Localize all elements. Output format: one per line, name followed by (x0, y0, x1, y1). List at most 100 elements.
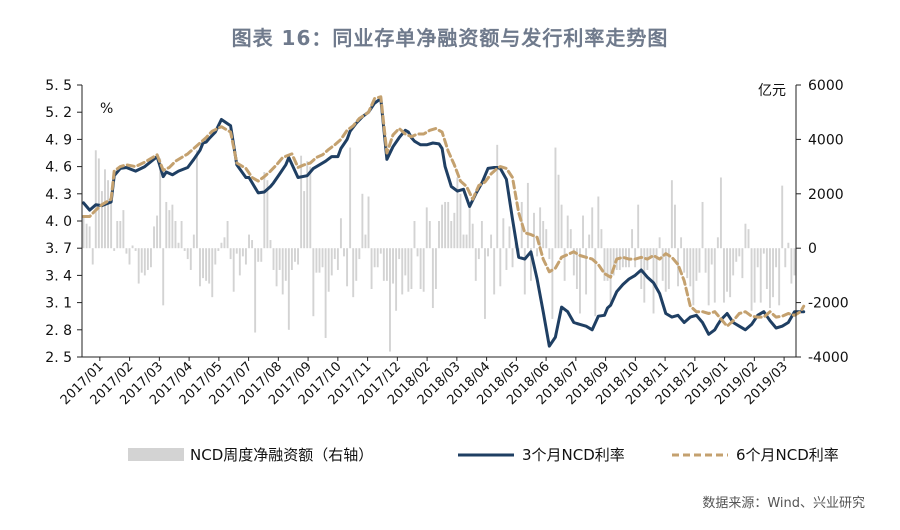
y-right-tick-label: 6000 (808, 78, 844, 94)
bar (572, 248, 575, 276)
bar (385, 248, 388, 281)
bar (324, 248, 327, 338)
bar (269, 240, 272, 249)
bar (165, 201, 168, 249)
bar (670, 180, 673, 249)
bar (290, 248, 293, 270)
y-left-tick-label: 4. 9 (45, 132, 72, 148)
bar (526, 182, 529, 249)
legend-label-bar: NCD周度净融资额（右轴） (190, 446, 373, 464)
y-left-tick-label: 5. 2 (45, 105, 72, 121)
y-left-tick-label: 2. 5 (45, 350, 72, 366)
bar (790, 248, 793, 284)
bar (683, 248, 686, 273)
bar (318, 248, 321, 273)
bar (600, 229, 603, 249)
bar (701, 201, 704, 249)
bar (312, 248, 315, 317)
bar (477, 248, 480, 260)
bar (502, 218, 505, 249)
bar (557, 174, 560, 249)
bar (217, 248, 220, 251)
y-left-tick-label: 5. 5 (45, 78, 72, 94)
bar (661, 248, 664, 281)
bar (349, 147, 352, 249)
bar (713, 248, 716, 303)
bar (674, 204, 676, 249)
bar (315, 248, 318, 273)
bar (551, 248, 554, 319)
bar (143, 248, 146, 276)
bar (251, 240, 254, 249)
bar (707, 248, 710, 306)
bar (153, 226, 155, 249)
bar (257, 248, 260, 262)
bar (370, 248, 373, 289)
bar (480, 221, 483, 249)
bar (468, 201, 471, 249)
bar (373, 248, 376, 268)
bar (122, 210, 125, 249)
bar (404, 248, 407, 276)
bar (401, 248, 404, 295)
bar (456, 177, 459, 249)
bar (183, 248, 186, 251)
bar (769, 248, 771, 309)
bar-series-layer (82, 144, 796, 352)
bar (192, 234, 195, 249)
bar (131, 245, 134, 249)
bar (698, 248, 701, 273)
bar (523, 248, 526, 295)
bar (548, 248, 551, 260)
bar (753, 248, 756, 303)
legend-label-3m: 3个月NCD利率 (522, 446, 625, 464)
bar (229, 248, 232, 260)
bar (793, 248, 796, 276)
bar (686, 248, 689, 279)
bar (202, 248, 204, 279)
bar (294, 248, 296, 262)
bar (778, 248, 781, 306)
bar (232, 248, 235, 292)
bar (260, 248, 263, 262)
bar (361, 193, 364, 249)
bar (459, 193, 462, 249)
bar (309, 166, 312, 249)
bar (655, 248, 658, 289)
bar (484, 248, 486, 319)
bar (150, 248, 152, 268)
bar (744, 223, 747, 249)
bar (177, 242, 180, 249)
bar (508, 226, 511, 249)
bar (637, 204, 640, 249)
bar (726, 248, 728, 292)
bar (428, 221, 431, 249)
bar (594, 248, 597, 317)
bar (104, 169, 106, 249)
y-left-tick-label: 2. 8 (45, 323, 72, 339)
bar (107, 180, 109, 249)
bar (352, 248, 355, 298)
bar (658, 237, 661, 249)
bar (321, 248, 324, 268)
bar (536, 248, 539, 257)
bar (398, 248, 401, 260)
source-note: 数据来源：Wind、兴业研究 (702, 496, 865, 511)
bar (710, 248, 713, 265)
bar (266, 180, 269, 249)
legend: NCD周度净融资额（右轴） 3个月NCD利率 6个月NCD利率 (128, 446, 839, 464)
bar (496, 144, 499, 249)
bar (566, 215, 569, 249)
bar (410, 248, 413, 289)
bar (272, 248, 275, 270)
bar (110, 193, 113, 249)
bar (284, 248, 287, 281)
bar (85, 223, 88, 249)
bar (364, 234, 367, 249)
bar (597, 196, 600, 249)
bar (575, 248, 578, 289)
bar (533, 212, 535, 249)
bar (146, 248, 149, 270)
bar (327, 248, 330, 292)
bar (395, 248, 398, 311)
